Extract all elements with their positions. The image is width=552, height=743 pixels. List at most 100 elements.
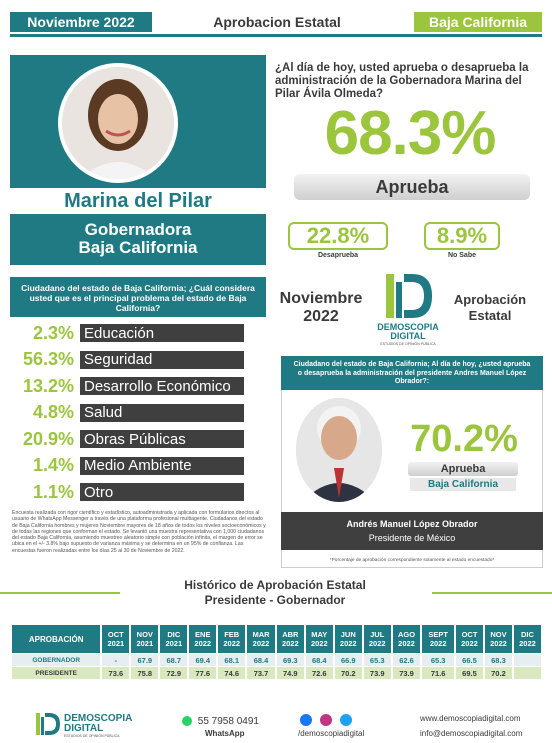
history-year: 2022 bbox=[339, 639, 357, 648]
history-month: NOV bbox=[136, 630, 153, 639]
history-month: OCT bbox=[107, 630, 124, 639]
president-approval-value: 70.2% bbox=[410, 418, 518, 460]
history-year: 2022 bbox=[490, 639, 507, 648]
history-row: PRESIDENTE 73.6 75.8 72.9 77.6 74.6 73.7 74.9 72… bbox=[12, 667, 541, 679]
problem-row: 1.1% Otro bbox=[18, 482, 244, 502]
history-month: JUN bbox=[340, 630, 356, 639]
twitter-icon[interactable] bbox=[340, 714, 352, 726]
problem-pct: 1.1% bbox=[32, 481, 74, 502]
history-body: GOBERNADOR -67.9 68.7 69.4 68.1 68.4 69.3 68.4 6… bbox=[12, 654, 541, 679]
president-region: Baja California bbox=[410, 478, 516, 491]
history-month-header: DIC 2021 bbox=[160, 625, 188, 653]
history-month: NOV bbox=[490, 630, 507, 639]
footer-phone[interactable]: 55 7958 0491 bbox=[182, 716, 259, 727]
problem-row: 2.3% Educación bbox=[18, 323, 244, 343]
center-logo-line2: DIGITAL bbox=[390, 331, 426, 341]
footer-brand-line2: DIGITAL bbox=[64, 723, 104, 734]
history-year: 2022 bbox=[519, 639, 536, 648]
problem-label: Desarrollo Económico bbox=[80, 377, 244, 395]
president-name: Andrés Manuel López Obrador bbox=[346, 519, 478, 529]
center-logo-sub: ESTUDIOS DE OPINIÓN PÚBLICA bbox=[380, 342, 436, 346]
problem-row: 56.3% Seguridad bbox=[18, 349, 244, 370]
history-table: APROBACIÓN OCT 2021 NOV 2021 DIC 2021 ENE 2022 FE… bbox=[10, 624, 543, 680]
president-question: Ciudadano del estado de Baja California;… bbox=[281, 356, 543, 390]
history-month-header: JUL 2022 bbox=[363, 625, 391, 653]
history-cell: 72.6 bbox=[305, 667, 333, 679]
history-year: 2022 bbox=[281, 639, 299, 648]
problem-label: Medio Ambiente bbox=[80, 456, 244, 475]
center-logo-text: DEMOSCOPIA DIGITAL bbox=[368, 323, 448, 341]
history-month: ENE bbox=[195, 630, 211, 639]
footer-website[interactable]: www.demoscopiadigital.com bbox=[420, 714, 521, 723]
center-aprob-line2: Estatal bbox=[468, 308, 512, 323]
header-title: Aprobacion Estatal bbox=[213, 14, 341, 30]
history-month-header: NOV 2021 bbox=[131, 625, 159, 653]
history-month-header: DIC 2022 bbox=[513, 625, 541, 653]
facebook-icon[interactable] bbox=[300, 714, 312, 726]
history-year: 2022 bbox=[368, 639, 386, 648]
history-row: GOBERNADOR -67.9 68.7 69.4 68.1 68.4 69.3 68.4 6… bbox=[12, 654, 541, 666]
center-aprob: Aprobación Estatal bbox=[440, 292, 540, 324]
footer-handle[interactable]: /demoscopiadigital bbox=[298, 729, 365, 738]
main-question: ¿Al día de hoy, usted aprueba o desaprue… bbox=[275, 62, 529, 100]
history-cell: - bbox=[102, 654, 130, 666]
history-cell: 74.9 bbox=[276, 667, 304, 679]
history-title: Histórico de Aprobación Estatal Presiden… bbox=[100, 578, 450, 608]
problem-pct: 4.8% bbox=[32, 402, 74, 422]
history-month-header: OCT 2021 bbox=[102, 625, 130, 653]
problem-label: Seguridad bbox=[80, 350, 244, 369]
center-logo-line1: DEMOSCOPIA bbox=[377, 322, 439, 332]
history-cell: 74.6 bbox=[218, 667, 246, 679]
governor-approval-value: 68.3% bbox=[324, 99, 497, 168]
history-cell: 72.9 bbox=[160, 667, 188, 679]
history-month: AGO bbox=[397, 630, 416, 639]
problem-label: Salud bbox=[80, 403, 244, 422]
problem-pct: 20.9% bbox=[22, 428, 74, 449]
history-month: DIC bbox=[167, 630, 181, 639]
center-date-month: Noviembre bbox=[279, 290, 363, 307]
history-cell: 62.6 bbox=[392, 654, 421, 666]
history-cell: 68.1 bbox=[218, 654, 246, 666]
history-month: JUL bbox=[370, 630, 385, 639]
problem-pct: 56.3% bbox=[22, 349, 74, 369]
footer-email[interactable]: info@demoscopiadigital.com bbox=[420, 729, 523, 738]
president-note: *Porcentaje de aprobación correspondient… bbox=[329, 558, 495, 563]
instagram-icon[interactable] bbox=[320, 714, 332, 726]
history-year: 2022 bbox=[310, 639, 328, 648]
history-divider-right bbox=[432, 592, 552, 594]
history-cell: 73.9 bbox=[392, 667, 421, 679]
history-month-header: MAR 2022 bbox=[247, 625, 275, 653]
history-cell: 65.3 bbox=[422, 654, 454, 666]
footer-logo-icon bbox=[36, 713, 60, 735]
history-year: 2021 bbox=[136, 639, 154, 648]
history-cell: 69.4 bbox=[189, 654, 217, 666]
history-month-header: AGO 2022 bbox=[392, 625, 421, 653]
footer-phone-label: WhatsApp bbox=[205, 729, 245, 738]
history-cell: 65.3 bbox=[363, 654, 391, 666]
header-divider bbox=[10, 34, 542, 37]
governor-title-line2: Baja California bbox=[78, 238, 198, 257]
governor-photo bbox=[58, 63, 178, 183]
history-cell: 67.9 bbox=[131, 654, 159, 666]
history-month-header: JUN 2022 bbox=[334, 625, 362, 653]
problem-row: 1.4% Medio Ambiente bbox=[18, 455, 244, 476]
history-row-label: PRESIDENTE bbox=[12, 667, 101, 679]
person-icon bbox=[62, 67, 174, 179]
nosabe-value: 8.9% bbox=[424, 222, 500, 250]
governor-approval-label: Aprueba bbox=[294, 174, 530, 200]
center-date: Noviembre 2022 bbox=[273, 290, 369, 326]
history-month-header: SEPT 2022 bbox=[422, 625, 454, 653]
disapprove-label: Desaprueba bbox=[317, 252, 359, 259]
history-year: 2021 bbox=[107, 639, 125, 648]
history-cell: 68.4 bbox=[305, 654, 333, 666]
history-month-header: OCT 2022 bbox=[456, 625, 483, 653]
problem-pct: 2.3% bbox=[32, 322, 74, 343]
history-cell: 68.7 bbox=[160, 654, 188, 666]
president-role: Presidente de México bbox=[368, 533, 456, 543]
problem-label: Obras Públicas bbox=[80, 430, 244, 448]
person-icon bbox=[296, 398, 382, 502]
president-namebar: Andrés Manuel López Obrador Presidente d… bbox=[281, 512, 543, 550]
history-cell: 66.5 bbox=[456, 654, 483, 666]
history-month: DIC bbox=[521, 630, 534, 639]
history-month-header: FEB 2022 bbox=[218, 625, 246, 653]
